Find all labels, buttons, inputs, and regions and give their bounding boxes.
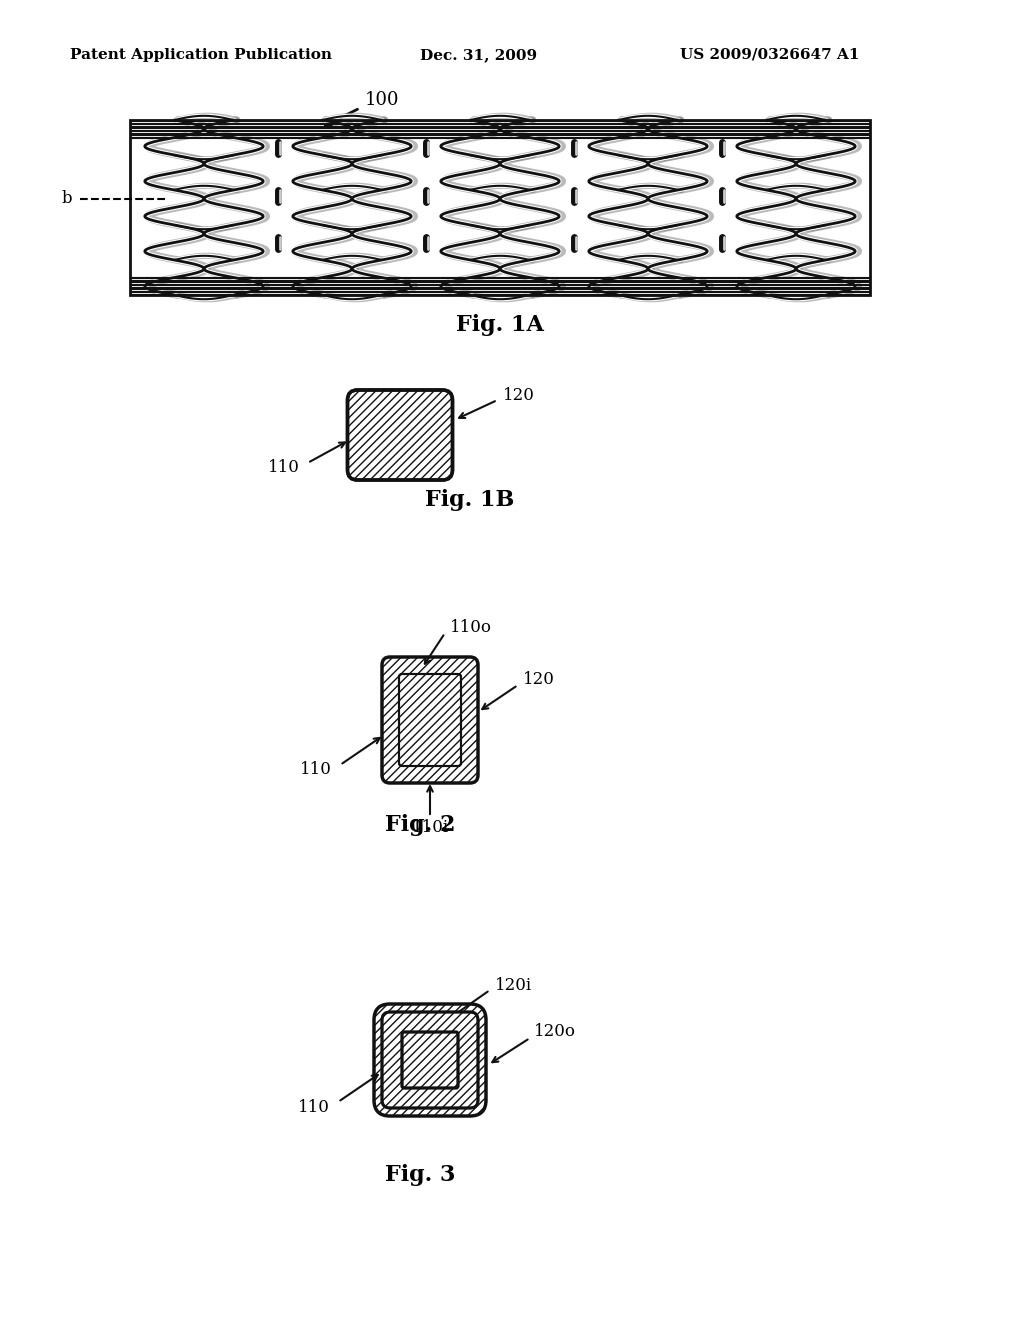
Text: Patent Application Publication: Patent Application Publication xyxy=(70,48,332,62)
FancyBboxPatch shape xyxy=(382,1012,478,1107)
FancyBboxPatch shape xyxy=(347,389,453,480)
Text: Fig. 3: Fig. 3 xyxy=(385,1164,456,1185)
Text: Fig. 1B: Fig. 1B xyxy=(425,488,515,511)
Text: US 2009/0326647 A1: US 2009/0326647 A1 xyxy=(680,48,859,62)
Text: 120o: 120o xyxy=(534,1023,575,1040)
Text: 110o: 110o xyxy=(450,619,492,635)
Text: 100: 100 xyxy=(365,91,399,110)
FancyBboxPatch shape xyxy=(399,675,461,766)
Text: 110: 110 xyxy=(267,458,299,475)
Bar xyxy=(130,120,870,294)
Text: b: b xyxy=(61,190,72,207)
Text: Fig. 1A: Fig. 1A xyxy=(456,314,544,337)
Text: Dec. 31, 2009: Dec. 31, 2009 xyxy=(420,48,538,62)
Text: 120: 120 xyxy=(523,672,555,689)
Text: 120: 120 xyxy=(503,387,535,404)
FancyBboxPatch shape xyxy=(402,1032,458,1088)
Text: 110: 110 xyxy=(298,1098,330,1115)
Text: Fig. 2: Fig. 2 xyxy=(385,814,456,836)
Text: 120i: 120i xyxy=(495,977,532,994)
Text: 110: 110 xyxy=(300,762,332,779)
Text: 110i: 110i xyxy=(412,818,449,836)
